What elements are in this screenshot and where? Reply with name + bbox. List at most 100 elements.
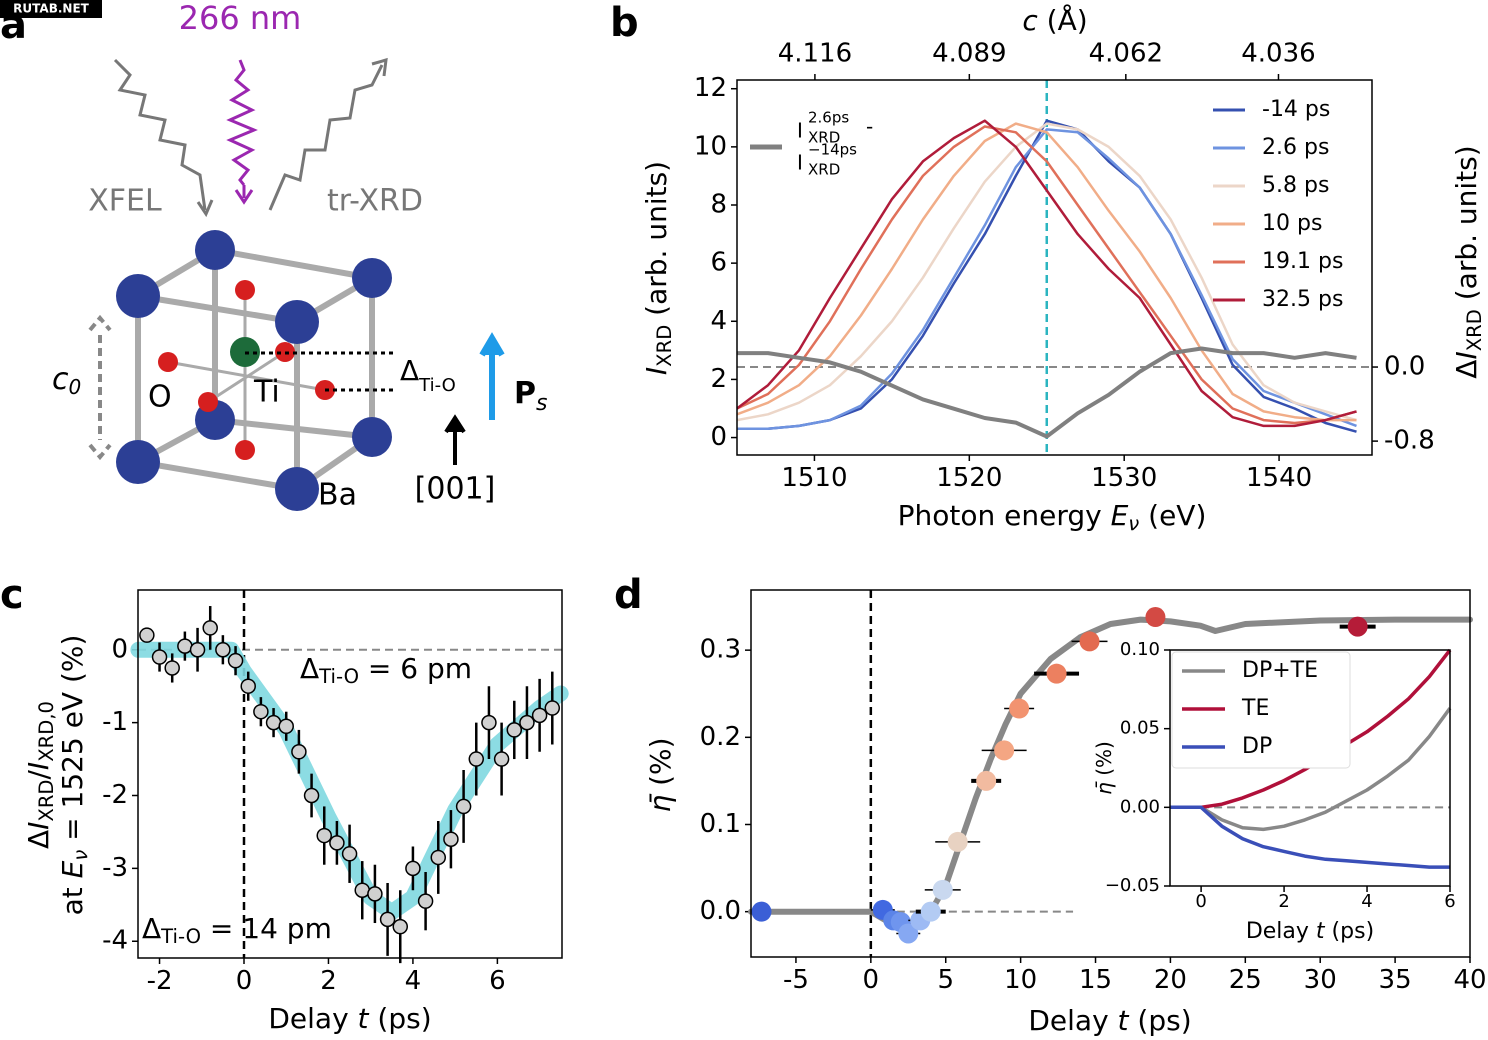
delta-label: ΔTi-O [400,354,456,396]
x-tick-label: 1520 [936,463,1002,493]
x2-tick-label: 4.089 [932,39,1006,69]
xfel-beam [113,58,214,218]
label-part: c [1022,4,1038,37]
data-point [329,835,345,851]
label-part: (%) [1092,741,1116,782]
x-tick-label: 0 [236,966,253,996]
y-axis-label: at Eν = 1525 eV (%) [56,635,91,916]
y-axis-label: ΔIXRD/IXRD,0 [22,701,57,849]
x-tick-label: -5 [783,965,809,995]
data-point [151,649,168,665]
xrd-label: tr-XRD [327,184,423,219]
legend-box [1171,651,1351,769]
label-part: E [56,860,89,878]
y-tick-label: 0 [710,422,727,452]
data-point [265,714,282,731]
watermark-box [0,0,102,18]
data-point [202,620,218,636]
x-tick-label: 30 [1304,965,1337,995]
x2-axis-label: c (Å) [1022,3,1087,37]
label-part: s [536,391,547,416]
ba-atom [116,440,160,484]
data-point [443,831,459,847]
label-part: (ps) [1325,919,1375,944]
data-point [139,627,155,643]
data-point [519,714,535,731]
x-axis-label: Delay t (ps) [268,1002,431,1035]
y-tick-label: -4 [102,926,128,956]
label-part: at [56,878,89,915]
xfel-label: XFEL [88,184,162,219]
direction-label: [001] [415,472,496,507]
data-point [1145,607,1166,628]
atom-label: O [148,380,172,415]
legend-label: XRD [808,129,840,147]
x-tick-label: 1530 [1091,463,1157,493]
annotation: ΔTi-O = 14 pm [142,912,332,947]
y-tick-label: 8 [710,190,727,220]
data-point [278,718,294,735]
label-part: P [514,376,536,411]
x-tick-label: 1540 [1246,463,1312,493]
data-point [481,714,497,731]
data-point [468,751,485,767]
label-part: XRD [34,779,57,821]
y-tick-label: 0 [111,634,128,664]
y-axis-label: η̄ (%) [644,737,677,812]
data-point [354,882,370,898]
x-tick-label: 0 [1195,891,1206,912]
y-tick-label: 0.2 [700,722,741,752]
data-point [227,652,244,669]
data-point [367,886,383,902]
ti-o-bonds [167,290,326,450]
axes-frame [1169,649,1451,887]
watermark: RUTAB.NET [13,2,89,16]
data-point [932,879,953,900]
direction-arrow [444,414,466,465]
x-tick-label: 6 [489,966,506,996]
x-tick-label: 4 [405,966,422,996]
label-part: Ti-O [418,375,456,396]
ba-atom [195,230,235,270]
data-point [392,918,409,935]
x-tick-label: 35 [1379,965,1412,995]
label-part: (ps) [1129,1004,1192,1037]
label-part: Ti-O [160,924,201,947]
label-part: = 1525 eV (%) [56,635,89,850]
x-axis-label: Photon energy Eν (eV) [898,499,1207,534]
c0-arrow [88,314,112,461]
legend-label: DP [1242,734,1272,759]
series-line [736,125,1357,425]
y-tick-label: -1 [102,707,128,737]
data-point [303,787,320,804]
label-part: I [640,367,673,375]
series-line [737,346,1357,439]
label-part: I [22,762,55,770]
label-part: XRD [652,325,675,367]
ba-atom [352,417,392,457]
pump-label: 266 nm [179,0,302,37]
data-point [493,751,510,767]
legend-label: DP+TE [1242,658,1318,683]
series-line [736,122,1357,422]
data-point [455,798,472,815]
xrd-beam [268,57,388,211]
label-part: (ps) [369,1002,432,1035]
atom-label: Ti [253,375,280,410]
data-point [189,642,206,658]
data-point [430,849,447,866]
annotation: ΔTi-O = 6 pm [300,652,472,687]
delta-guides [245,351,395,392]
label-part: I [1450,351,1483,359]
x-tick-label: 20 [1154,965,1187,995]
label-part: Δ [300,652,319,685]
x2-tick-label: 4.116 [778,39,852,69]
panel-label: c [0,572,24,618]
x2-tick-label: 4.036 [1241,39,1315,69]
data-point [947,831,968,852]
data-point [316,827,332,844]
pump-pulse [226,59,258,186]
label-part: = 6 pm [359,652,472,685]
label-part: Δ [142,912,161,945]
legend-label: −14ps [808,141,857,159]
